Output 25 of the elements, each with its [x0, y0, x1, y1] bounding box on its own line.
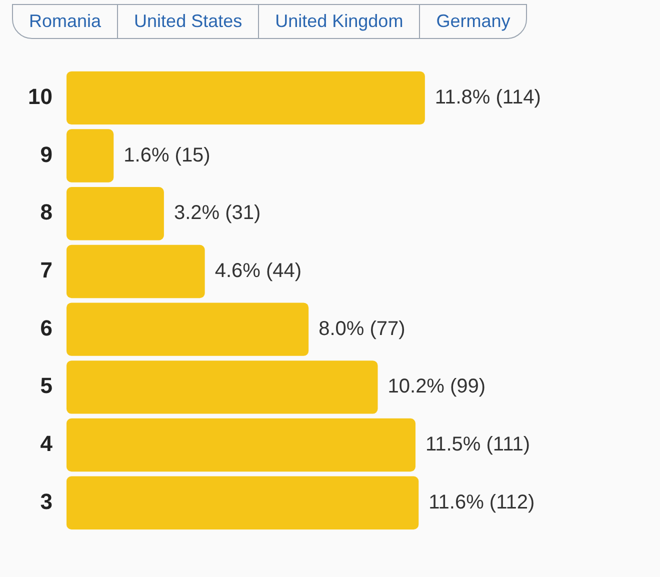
- data-label: 4.6% (44): [214, 260, 302, 282]
- bar: [66, 360, 378, 414]
- y-tick-label: 10: [28, 84, 52, 109]
- y-tick-label: 3: [40, 488, 52, 514]
- bar: [66, 302, 309, 356]
- data-label: 1.6% (15): [124, 144, 210, 166]
- bar: [66, 476, 419, 530]
- data-label: 11.6% (112): [428, 491, 535, 514]
- bar: [66, 71, 425, 125]
- bar: [66, 244, 205, 298]
- bar: [66, 187, 164, 240]
- data-label: 10.2% (99): [388, 376, 486, 398]
- data-label: 11.5% (111): [425, 434, 530, 456]
- y-tick-label: 6: [40, 315, 52, 340]
- y-tick-label: 7: [40, 258, 52, 283]
- y-tick-label: 8: [40, 200, 52, 225]
- y-tick-label: 9: [40, 142, 52, 167]
- y-tick-label: 5: [40, 373, 52, 398]
- data-label: 11.8% (114): [434, 86, 541, 108]
- bar: [66, 418, 416, 472]
- data-label: 3.2% (31): [174, 202, 261, 224]
- data-label: 8.0% (77): [318, 318, 406, 340]
- tab-bar: Romania United States United Kingdom Germany: [12, 4, 528, 39]
- y-tick-label: 4: [40, 431, 54, 456]
- bar: [66, 129, 114, 182]
